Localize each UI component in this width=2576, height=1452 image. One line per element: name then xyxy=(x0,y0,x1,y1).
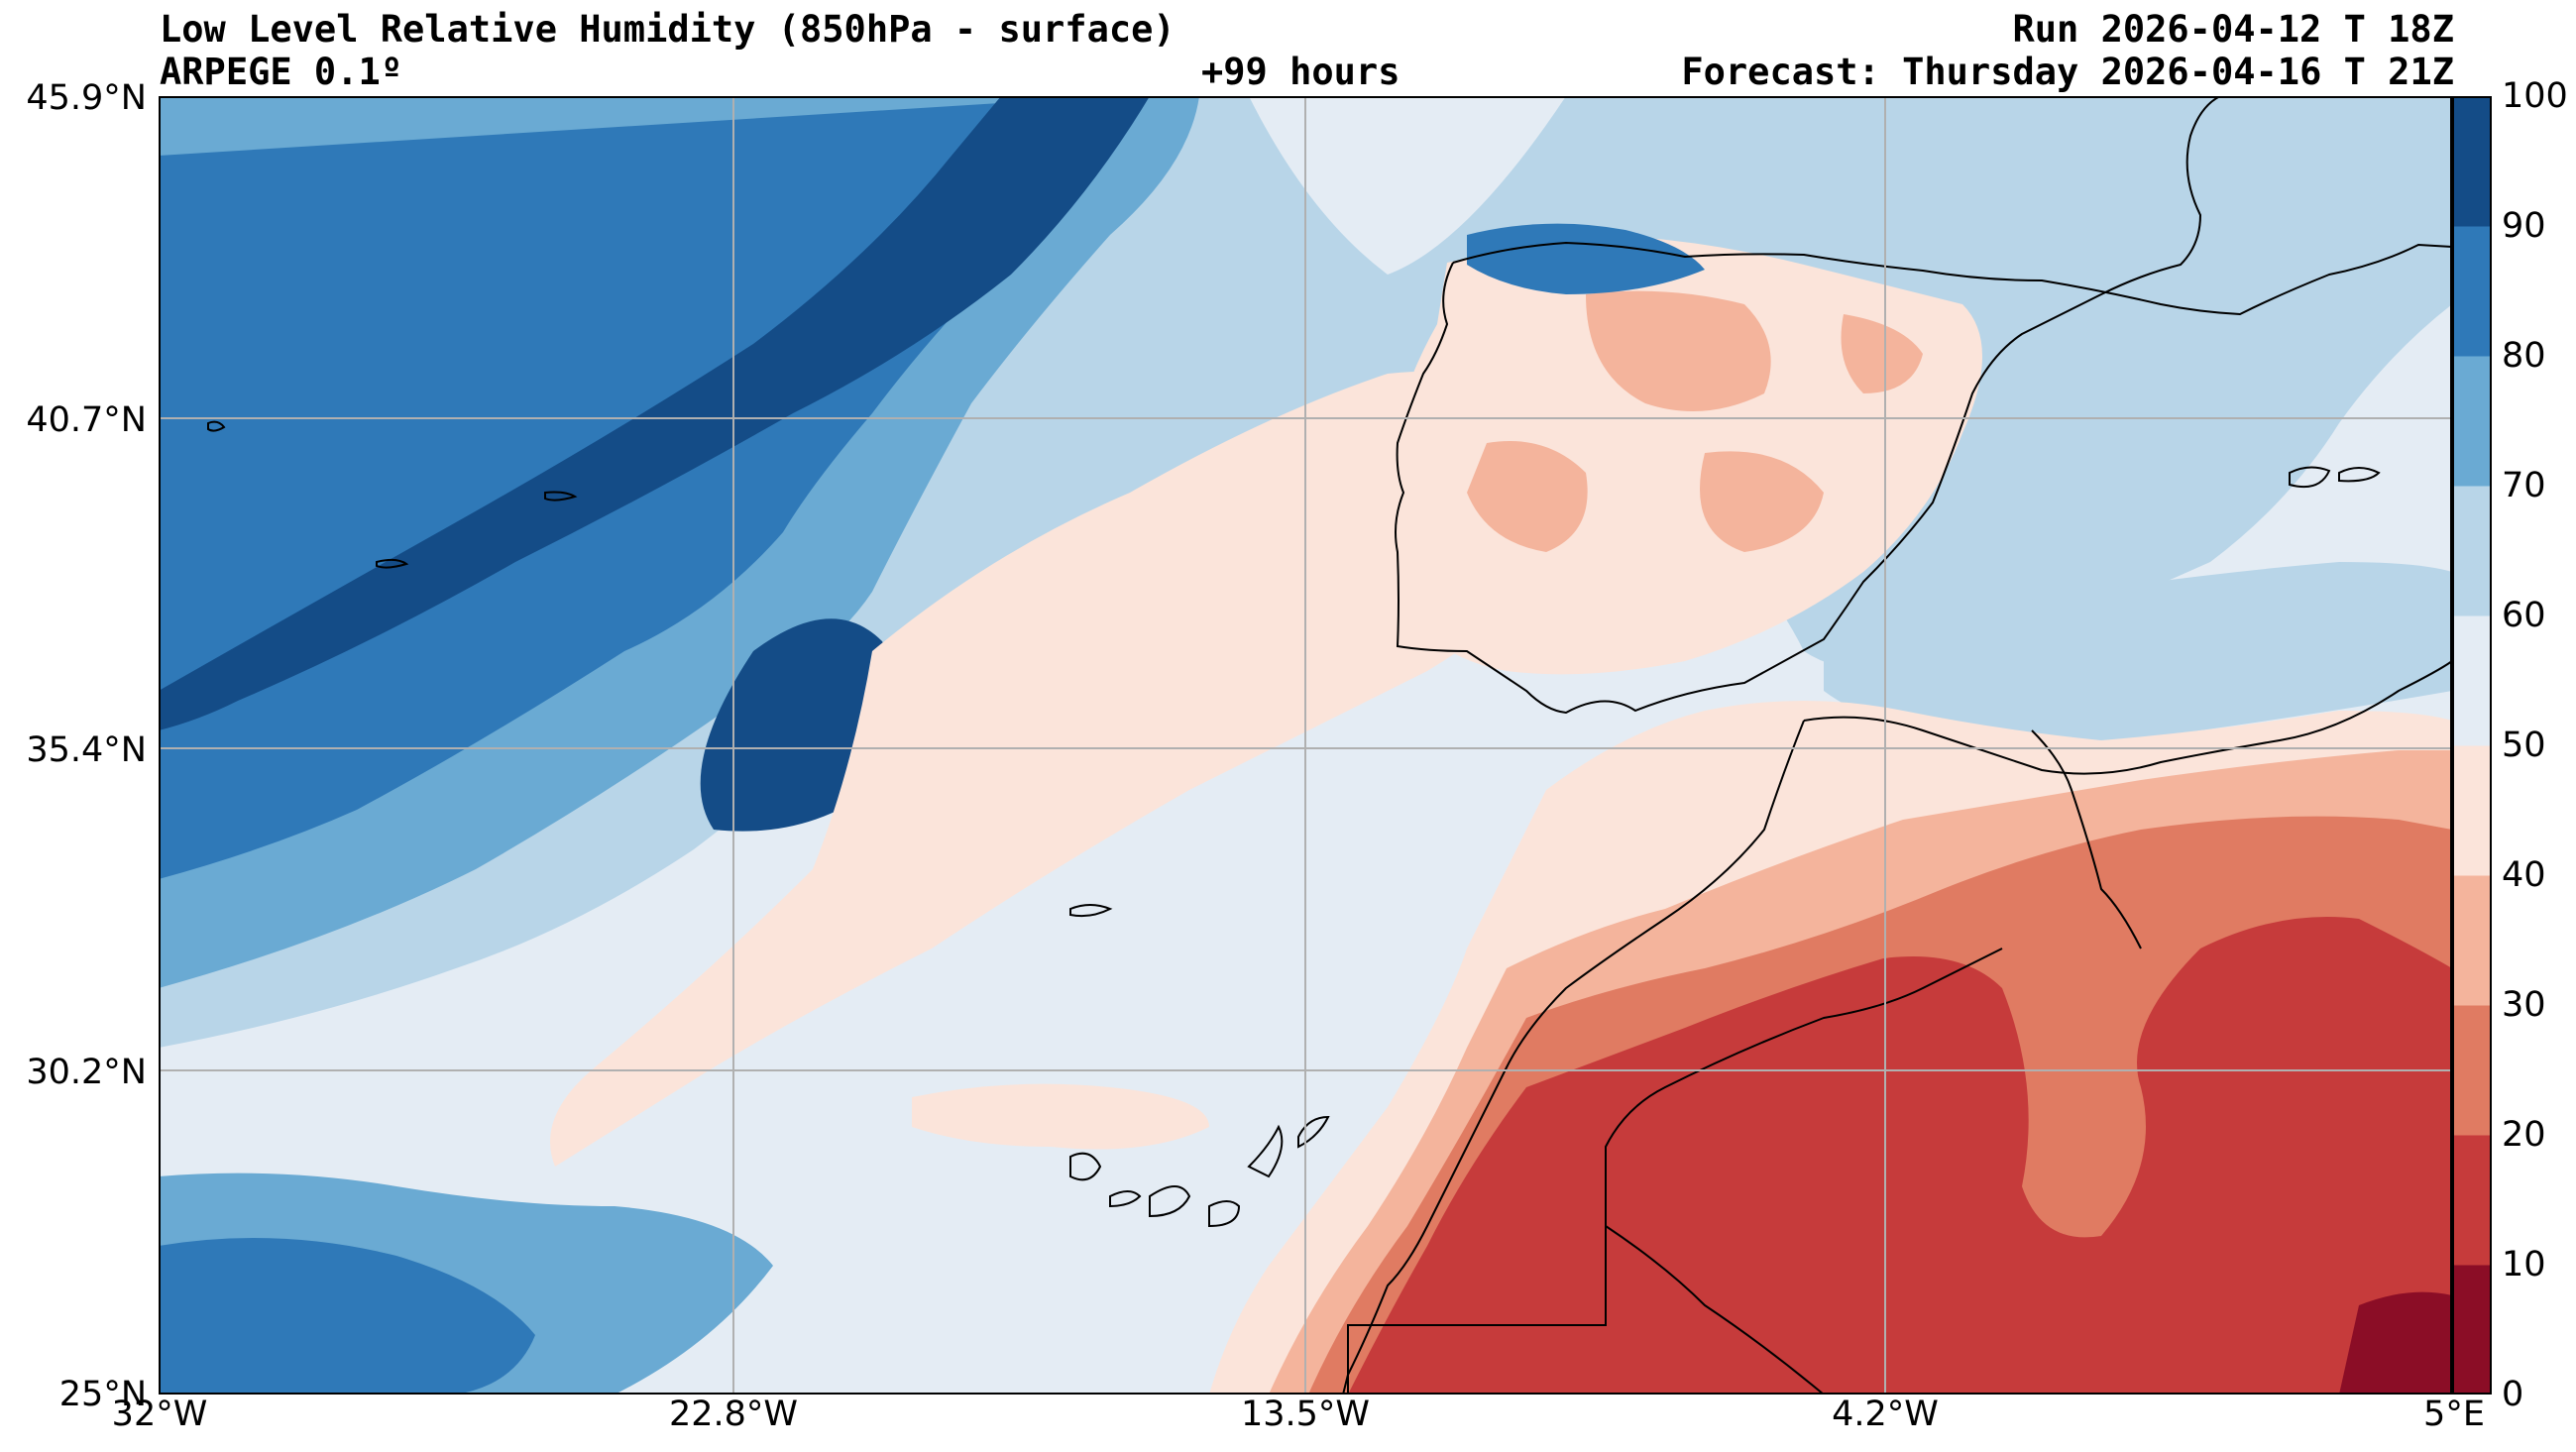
lon-tick-label: 13.5°W xyxy=(1240,1395,1371,1434)
colorbar-tick-label: 40 xyxy=(2502,855,2546,895)
colorbar-segment xyxy=(2452,1005,2492,1136)
lat-tick-label: 30.2°N xyxy=(26,1053,147,1092)
forecast-valid-label: Forecast: Thursday 2026-04-16 T 21Z xyxy=(1681,51,2454,93)
north-coast-moisture xyxy=(1467,223,1705,294)
humidity-band-50-canaries xyxy=(912,1083,1209,1150)
humidity-map xyxy=(159,96,2452,1395)
lat-tick-label: 25°N xyxy=(58,1375,147,1414)
colorbar-tick-label: 20 xyxy=(2502,1115,2546,1155)
model-label: ARPEGE 0.1º xyxy=(160,51,403,93)
colorbar-tick-label: 100 xyxy=(2502,76,2568,116)
colorbar-segment xyxy=(2452,1265,2492,1395)
africa-core-0 xyxy=(2339,1291,2452,1395)
lat-tick-label: 45.9°N xyxy=(26,78,147,118)
colorbar-segment xyxy=(2452,356,2492,487)
colorbar-tick-label: 30 xyxy=(2502,985,2546,1025)
lon-tick-label: 4.2°W xyxy=(1832,1395,1939,1434)
colorbar-segment xyxy=(2452,226,2492,357)
colorbar-segment xyxy=(2452,486,2492,616)
colorbar-segment xyxy=(2452,745,2492,876)
iberia-land xyxy=(1375,235,1982,675)
colorbar xyxy=(2452,96,2492,1395)
coastline xyxy=(1342,96,2452,1395)
map-title: Low Level Relative Humidity (850hPa - su… xyxy=(160,8,1176,51)
colorbar-tick-label: 70 xyxy=(2502,466,2546,505)
iberia-dry-patches xyxy=(1467,290,1923,552)
colorbar-tick-label: 50 xyxy=(2502,726,2546,765)
colorbar-tick-label: 10 xyxy=(2502,1245,2546,1284)
colorbar-segment xyxy=(2452,1135,2492,1266)
humidity-band-80-sw xyxy=(159,1238,535,1395)
lon-tick-label: 22.8°W xyxy=(668,1395,799,1434)
islands xyxy=(207,420,2381,1228)
colorbar-segment xyxy=(2452,875,2492,1006)
lat-tick-label: 35.4°N xyxy=(26,730,147,770)
graticule xyxy=(159,96,2452,1395)
med-moisture xyxy=(1824,562,2452,744)
colorbar-tick-label: 0 xyxy=(2502,1375,2524,1414)
lon-tick-label: 32°W xyxy=(111,1395,208,1434)
forecast-hour-label: +99 hours xyxy=(1201,51,1400,93)
colorbar-segment xyxy=(2452,96,2492,227)
colorbar-tick-label: 60 xyxy=(2502,596,2546,635)
colorbar-segment xyxy=(2452,615,2492,746)
map-frame xyxy=(159,96,2452,1395)
lat-tick-label: 40.7°N xyxy=(26,400,147,440)
humidity-band-100 xyxy=(159,96,1150,730)
humidity-band-50-ocean xyxy=(550,371,1586,1167)
colorbar-tick-label: 80 xyxy=(2502,336,2546,376)
colorbar-frame xyxy=(2452,96,2492,1395)
run-label: Run 2026-04-12 T 18Z xyxy=(2012,8,2454,51)
lon-tick-label: 5°E xyxy=(2423,1395,2485,1434)
africa-band-10 xyxy=(1348,917,2452,1395)
colorbar-tick-label: 90 xyxy=(2502,206,2546,246)
